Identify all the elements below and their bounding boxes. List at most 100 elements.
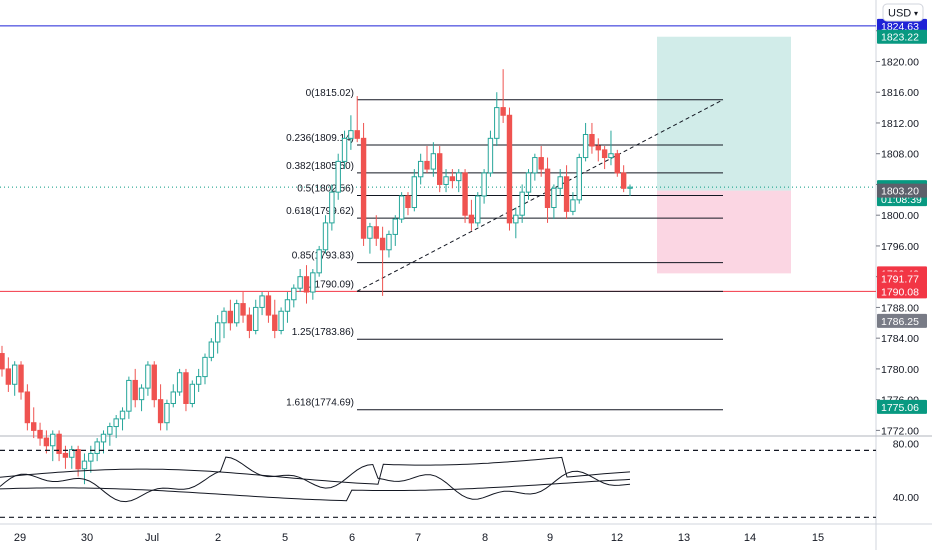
candle-body xyxy=(310,272,316,293)
candle-body xyxy=(443,176,449,185)
time-tick-label: 9 xyxy=(547,532,553,544)
candle-body xyxy=(227,310,234,324)
candle-body xyxy=(259,295,265,308)
candle-body xyxy=(126,379,132,412)
candle-body xyxy=(487,137,494,174)
price-tick-label: 1780.00 xyxy=(881,364,919,376)
fib-level-label: 1.25(1783.86) xyxy=(292,327,354,338)
price-label-text: 1823.22 xyxy=(881,32,919,44)
rsi-lower-band xyxy=(0,478,631,502)
candle-body xyxy=(62,452,69,458)
candle-body xyxy=(265,295,272,316)
price-tick-label: 1788.00 xyxy=(881,302,919,314)
candle-body xyxy=(107,426,113,435)
candle-body xyxy=(456,172,462,182)
candle-body xyxy=(322,222,329,251)
candle-body xyxy=(18,364,24,393)
price-scale[interactable]: 1772.001776.001780.001784.001788.001792.… xyxy=(876,26,919,438)
price-label-box xyxy=(877,29,927,44)
price-tick-label: 1800.00 xyxy=(881,210,919,222)
price-label-text: 1790.08 xyxy=(881,286,919,298)
candle-body xyxy=(481,172,487,197)
candle-body xyxy=(373,226,379,239)
candle-body xyxy=(246,314,253,331)
candle-body xyxy=(56,433,62,454)
candle-body xyxy=(164,402,170,424)
candle-body xyxy=(519,191,525,216)
fib-level-label: 1(1790.09) xyxy=(306,279,354,290)
time-tick-label: Jul xyxy=(145,532,159,544)
fibonacci-retracement[interactable]: 0(1815.02) 0.236(1809.14) 0.382(1805.50) 0.… xyxy=(286,88,724,411)
candle-body xyxy=(0,353,5,370)
fib-level-label: 0.85(1793.83) xyxy=(292,251,354,262)
candle-body xyxy=(81,460,88,470)
candle-body xyxy=(189,383,196,404)
fib-level-label: 1.618(1774.69) xyxy=(286,398,354,409)
candle-body xyxy=(145,364,151,389)
candle-body xyxy=(5,368,12,385)
price-label-text: 1775.06 xyxy=(881,402,919,414)
candle-body xyxy=(532,157,538,174)
candle-body xyxy=(500,107,506,116)
candle-body xyxy=(570,199,576,212)
candle-body xyxy=(424,160,430,170)
time-tick-label: 29 xyxy=(14,532,26,544)
candle-body xyxy=(360,137,367,239)
candle-body xyxy=(88,452,94,462)
candle-body xyxy=(582,133,589,159)
price-tick-label: 1820.00 xyxy=(881,56,919,68)
candle-body xyxy=(341,137,348,162)
fib-level-label: 0.382(1805.50) xyxy=(286,161,354,172)
candlestick-series xyxy=(0,69,633,485)
candle-body xyxy=(202,356,208,378)
candle-body xyxy=(234,303,240,324)
time-tick-label: 30 xyxy=(81,532,93,544)
candle-body xyxy=(221,310,227,324)
price-label-box xyxy=(877,183,927,198)
rsi-pane: 80.00 40.00 xyxy=(0,439,919,518)
candle-body xyxy=(551,187,557,209)
fib-level-label: 0(1815.02) xyxy=(306,88,354,99)
candle-body xyxy=(151,364,157,401)
price-tick-label: 1784.00 xyxy=(881,333,919,345)
candle-body xyxy=(589,133,595,147)
candle-body xyxy=(272,314,278,331)
candle-body xyxy=(240,303,246,316)
candle-body xyxy=(627,186,633,189)
candle-body xyxy=(430,153,437,170)
candle-body xyxy=(183,372,189,404)
fib-trend-line xyxy=(356,99,724,292)
time-tick-label: 6 xyxy=(349,532,355,544)
candle-body xyxy=(348,130,354,139)
time-scale[interactable]: 29 30 Jul 2 5 6 7 8 9 12 13 14 15 xyxy=(14,532,824,544)
price-label-box xyxy=(877,313,927,328)
candle-body xyxy=(506,114,513,224)
rsi-line xyxy=(0,456,631,503)
price-label-text: 1786.25 xyxy=(881,316,919,328)
long-position-tool[interactable] xyxy=(657,36,791,274)
time-tick-label: 13 xyxy=(678,532,690,544)
fib-level-label: 0.236(1809.14) xyxy=(286,133,354,144)
candle-body xyxy=(608,153,614,159)
time-tick-label: 7 xyxy=(415,532,421,544)
candle-body xyxy=(208,341,215,358)
candle-body xyxy=(405,195,411,209)
chevron-down-icon: ▾ xyxy=(914,9,918,18)
candle-body xyxy=(557,176,563,189)
candle-body xyxy=(544,168,551,209)
candle-body xyxy=(386,233,392,251)
time-tick-label: 5 xyxy=(282,532,288,544)
price-tick-label: 1816.00 xyxy=(881,87,919,99)
price-tick-label: 1812.00 xyxy=(881,118,919,130)
candle-body xyxy=(138,387,145,401)
candle-body xyxy=(31,422,37,431)
candle-body xyxy=(354,130,360,139)
candle-body xyxy=(253,306,259,331)
candle-body xyxy=(475,195,481,224)
candle-body xyxy=(449,176,456,182)
price-label-box xyxy=(877,399,927,414)
currency-button[interactable]: USD ▾ xyxy=(882,3,924,22)
